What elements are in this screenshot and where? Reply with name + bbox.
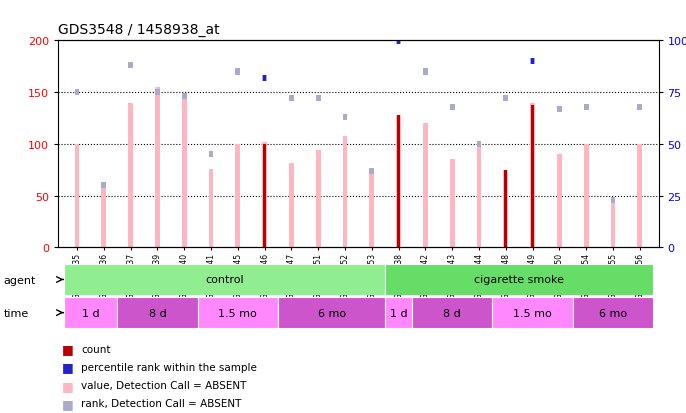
Bar [342,114,347,121]
Bar [209,169,213,248]
Bar [102,188,106,248]
Bar [182,100,187,248]
Bar [386,297,412,328]
Text: 1 d: 1 d [390,308,407,318]
Bar [397,38,400,44]
Text: value, Detection Call = ABSENT: value, Detection Call = ABSENT [81,380,246,390]
Bar [386,264,653,295]
Bar [397,116,400,248]
Text: count: count [81,344,110,354]
Bar [412,297,493,328]
Text: 6 mo: 6 mo [318,308,346,318]
Bar [477,145,482,248]
Bar [263,75,266,81]
Bar [316,96,320,102]
Bar [289,96,294,102]
Text: 1.5 mo: 1.5 mo [218,308,257,318]
Bar [342,136,347,248]
Bar [128,63,133,69]
Bar [584,104,589,110]
Bar [637,145,642,248]
Text: ■: ■ [62,397,73,410]
Bar [637,104,642,110]
Bar [263,145,266,248]
Bar [397,116,401,248]
Bar [584,145,589,248]
Text: ■: ■ [62,361,73,374]
Bar [155,90,160,96]
Bar [235,69,240,75]
Bar [182,94,187,100]
Text: rank, Detection Call = ABSENT: rank, Detection Call = ABSENT [81,399,241,408]
Bar [611,199,615,248]
Bar [557,107,562,113]
Text: cigarette smoke: cigarette smoke [474,275,564,285]
Bar [557,155,562,248]
Bar [128,103,133,248]
Bar [316,151,320,248]
Bar [75,90,80,96]
Bar [235,145,240,248]
Text: 8 d: 8 d [149,308,166,318]
Bar [262,142,267,248]
Bar [531,59,534,65]
Bar [370,169,375,174]
Bar [117,297,198,328]
Text: control: control [205,275,244,285]
Text: 1 d: 1 d [82,308,99,318]
Bar [530,59,535,65]
Bar [530,103,535,248]
Bar [370,170,375,248]
Bar [493,297,573,328]
Bar [450,104,455,110]
Text: agent: agent [3,275,36,285]
Text: GDS3548 / 1458938_at: GDS3548 / 1458938_at [58,23,220,37]
Bar [198,297,278,328]
Bar [573,297,653,328]
Bar [450,160,455,248]
Bar [423,124,428,248]
Bar [262,75,267,81]
Bar [155,88,160,248]
Bar [504,170,508,248]
Bar [423,69,428,75]
Bar [64,297,117,328]
Bar [75,145,80,248]
Bar [397,38,401,44]
Bar [477,141,482,147]
Bar [209,152,213,158]
Text: 6 mo: 6 mo [599,308,627,318]
Bar [531,105,534,248]
Text: 8 d: 8 d [443,308,461,318]
Bar [64,264,386,295]
Bar [504,96,508,102]
Text: time: time [3,308,29,318]
Text: ■: ■ [62,342,73,356]
Bar [278,297,386,328]
Text: ■: ■ [62,379,73,392]
Bar [289,163,294,248]
Text: percentile rank within the sample: percentile rank within the sample [81,362,257,372]
Bar [504,170,508,248]
Text: 1.5 mo: 1.5 mo [513,308,552,318]
Bar [611,197,615,203]
Bar [102,183,106,189]
